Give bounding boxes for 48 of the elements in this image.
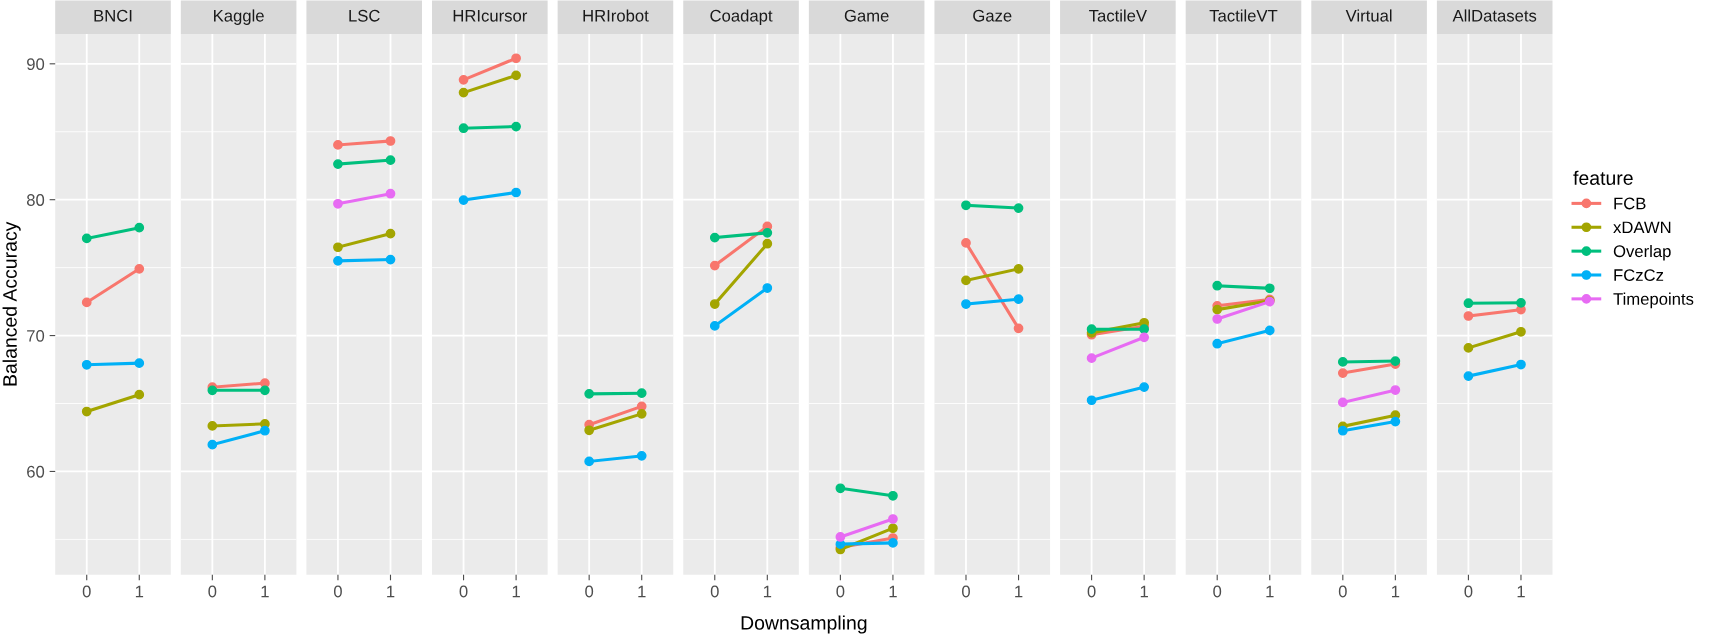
legend-label: FCB	[1614, 197, 1646, 210]
x-tick-label: 1	[1392, 585, 1400, 598]
legend-label: Overlap	[1613, 244, 1671, 261]
chart-title: TactileVT	[1209, 9, 1278, 22]
legend-label: Timepoints	[1613, 292, 1694, 309]
chart-title: Virtual	[1345, 9, 1392, 22]
y-axis-title: Balanced Accuracy	[2, 221, 21, 386]
chart-title: Coadapt	[710, 9, 773, 25]
x-tick-label: 0	[962, 585, 970, 598]
chart-title: AllDatasets	[1452, 9, 1537, 22]
chart-title: HRIcursor	[453, 10, 528, 22]
x-tick-label: 0	[82, 585, 91, 598]
x-tick-label: 0	[710, 585, 719, 598]
x-tick-label: 1	[387, 585, 395, 598]
x-tick-label: 1	[889, 585, 897, 598]
x-tick-label: 0	[459, 585, 468, 598]
x-tick-label: 1	[512, 585, 520, 598]
legend-title: feature	[1573, 170, 1633, 185]
x-tick-label: 0	[333, 585, 342, 598]
legend-label: FCzCz	[1614, 269, 1664, 281]
x-tick-label: 0	[836, 585, 845, 598]
chart-title: Game	[844, 9, 889, 22]
x-tick-label: 0	[1213, 585, 1222, 598]
x-tick-label: 0	[1087, 585, 1096, 598]
y-tick-label: 60	[27, 465, 45, 478]
x-tick-label: 1	[763, 585, 772, 598]
chart-title: BNCI	[94, 9, 132, 22]
x-tick-label: 0	[1464, 585, 1473, 598]
x-tick-label: 1	[261, 585, 269, 598]
chart-title: Kaggle	[214, 9, 264, 25]
legend-label: xDAWN	[1613, 221, 1671, 234]
y-tick-label: 90	[27, 58, 45, 71]
x-tick-label: 0	[208, 585, 217, 598]
x-tick-label: 1	[638, 585, 646, 598]
y-tick-label: 80	[26, 194, 45, 206]
y-tick-label: 70	[27, 329, 45, 342]
chart-title: TactileV	[1089, 9, 1147, 22]
x-tick-label: 1	[1015, 585, 1023, 598]
chart-title: LSC	[349, 9, 380, 22]
x-tick-label: 1	[1140, 585, 1148, 598]
x-tick-label: 1	[135, 585, 144, 598]
x-axis-title: Downsampling	[741, 615, 867, 634]
x-tick-label: 1	[1517, 585, 1525, 598]
x-tick-label: 1	[1266, 585, 1274, 598]
x-tick-label: 0	[1338, 585, 1347, 598]
chart-title: HRIrobot	[583, 9, 649, 22]
chart-title: Gaze	[973, 9, 1012, 22]
x-tick-label: 0	[585, 585, 594, 598]
